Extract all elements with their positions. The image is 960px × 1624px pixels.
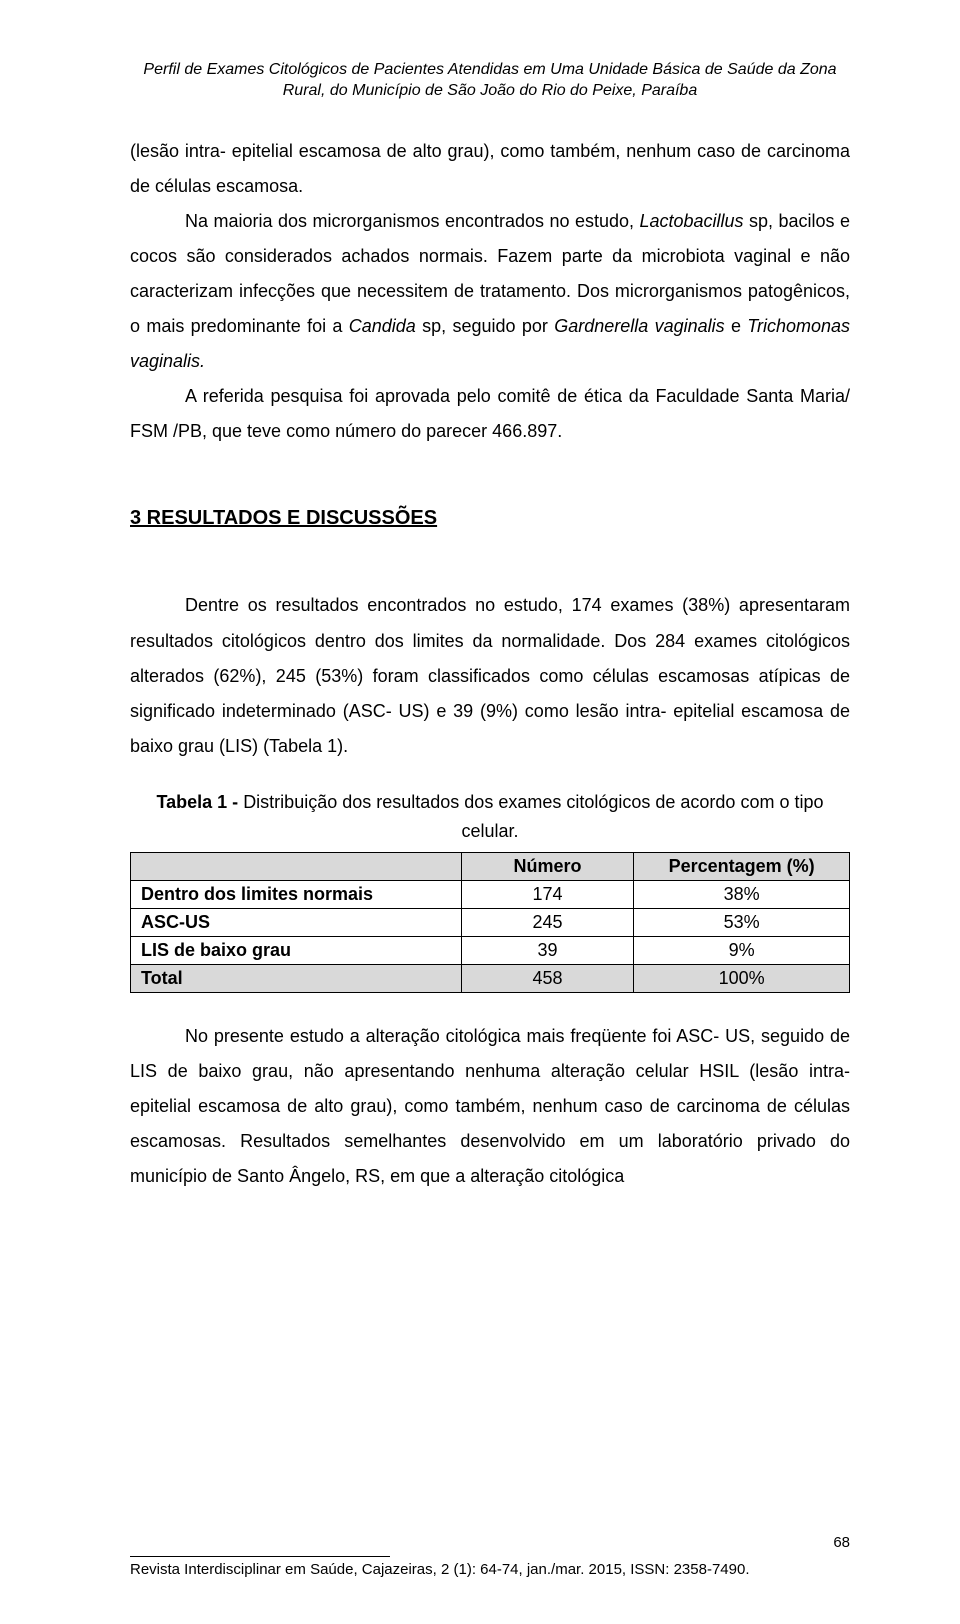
header-line-2: Rural, do Município de São João do Rio d…	[283, 82, 697, 99]
footer-rule	[130, 1556, 390, 1557]
table-cell-num: 174	[461, 880, 634, 908]
p3-t1: A referida pesquisa foi aprovada pelo co…	[130, 386, 850, 441]
p5-t1: No presente estudo a alteração citológic…	[130, 1026, 850, 1186]
page-number: 68	[833, 1534, 850, 1551]
section-heading-results: 3 RESULTADOS E DISCUSSÕES	[130, 507, 850, 530]
table-1: Número Percentagem (%) Dentro dos limite…	[130, 852, 850, 993]
table-row: ASC-US 245 53%	[131, 908, 850, 936]
table-header-row: Número Percentagem (%)	[131, 852, 850, 880]
p2-t4: e	[725, 316, 748, 336]
running-header: Perfil de Exames Citológicos de Paciente…	[130, 60, 850, 102]
table-1-caption-label: Tabela 1 -	[156, 792, 243, 812]
table-cell-label: LIS de baixo grau	[131, 936, 462, 964]
table-row-total: Total 458 100%	[131, 964, 850, 992]
table-cell-pct: 100%	[634, 964, 850, 992]
table-cell-pct: 38%	[634, 880, 850, 908]
table-header-percent: Percentagem (%)	[634, 852, 850, 880]
table-cell-label: Dentro dos limites normais	[131, 880, 462, 908]
paragraph-3: A referida pesquisa foi aprovada pelo co…	[130, 379, 850, 449]
table-cell-num: 39	[461, 936, 634, 964]
footer-citation: Revista Interdisciplinar em Saúde, Cajaz…	[130, 1561, 750, 1578]
table-1-caption-text: Distribuição dos resultados dos exames c…	[243, 792, 823, 841]
table-cell-pct: 9%	[634, 936, 850, 964]
p2-it2: Candida	[349, 316, 416, 336]
paragraph-1-text: (lesão intra- epitelial escamosa de alto…	[130, 141, 850, 196]
p2-t3: sp, seguido por	[416, 316, 554, 336]
table-cell-label: Total	[131, 964, 462, 992]
p2-it3: Gardnerella vaginalis	[554, 316, 724, 336]
table-1-caption: Tabela 1 - Distribuição dos resultados d…	[130, 788, 850, 846]
table-header-blank	[131, 852, 462, 880]
p2-t1: Na maioria dos microrganismos encontrado…	[185, 211, 639, 231]
table-cell-pct: 53%	[634, 908, 850, 936]
table-row: LIS de baixo grau 39 9%	[131, 936, 850, 964]
paragraph-1: (lesão intra- epitelial escamosa de alto…	[130, 134, 850, 204]
paragraph-2: Na maioria dos microrganismos encontrado…	[130, 204, 850, 379]
table-cell-num: 458	[461, 964, 634, 992]
p4-t1: Dentre os resultados encontrados no estu…	[130, 595, 850, 755]
table-cell-num: 245	[461, 908, 634, 936]
p2-it1: Lactobacillus	[639, 211, 743, 231]
table-row: Dentro dos limites normais 174 38%	[131, 880, 850, 908]
paragraph-5: No presente estudo a alteração citológic…	[130, 1019, 850, 1194]
page-footer: 68 Revista Interdisciplinar em Saúde, Ca…	[130, 1556, 850, 1578]
table-header-numero: Número	[461, 852, 634, 880]
paragraph-4: Dentre os resultados encontrados no estu…	[130, 588, 850, 763]
header-line-1: Perfil de Exames Citológicos de Paciente…	[143, 61, 836, 78]
table-cell-label: ASC-US	[131, 908, 462, 936]
